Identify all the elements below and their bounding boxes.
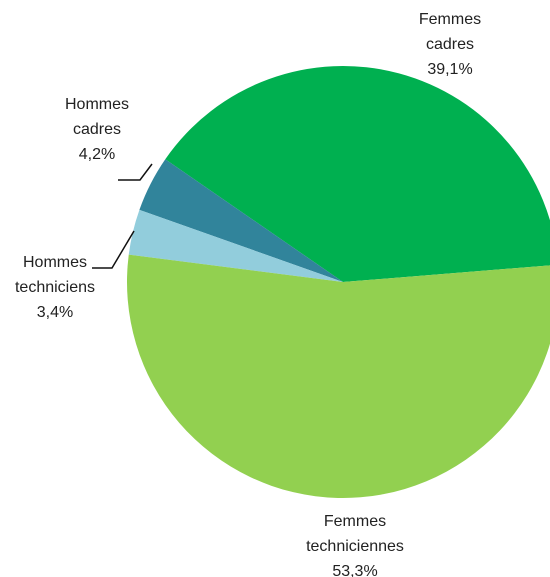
label-line: Femmes xyxy=(324,513,386,530)
leader-line xyxy=(92,230,135,269)
label-line: Hommes xyxy=(65,96,129,113)
value-label: 3,4% xyxy=(37,304,73,321)
slice-label: Femmes techniciennes xyxy=(306,513,404,555)
label-line: techniciennes xyxy=(306,538,404,555)
value-label: 53,3% xyxy=(332,563,377,577)
slice-label: Femmes cadres xyxy=(419,11,481,53)
slices xyxy=(127,66,550,498)
value-label: 4,2% xyxy=(79,146,115,163)
pie-slice xyxy=(128,209,343,282)
label-line: techniciens xyxy=(15,279,95,296)
pie-slice xyxy=(139,159,343,282)
value-label: 39,1% xyxy=(427,61,472,78)
label-line: cadres xyxy=(426,36,474,53)
pie-slice xyxy=(165,66,550,282)
leader-line xyxy=(118,163,153,181)
slice-label: Hommes cadres xyxy=(65,96,129,138)
label-line: cadres xyxy=(73,121,121,138)
pie-slice xyxy=(127,254,550,498)
slice-label: Hommes techniciens xyxy=(15,254,95,296)
label-line: Hommes xyxy=(23,254,87,271)
label-line: Femmes xyxy=(419,11,481,28)
